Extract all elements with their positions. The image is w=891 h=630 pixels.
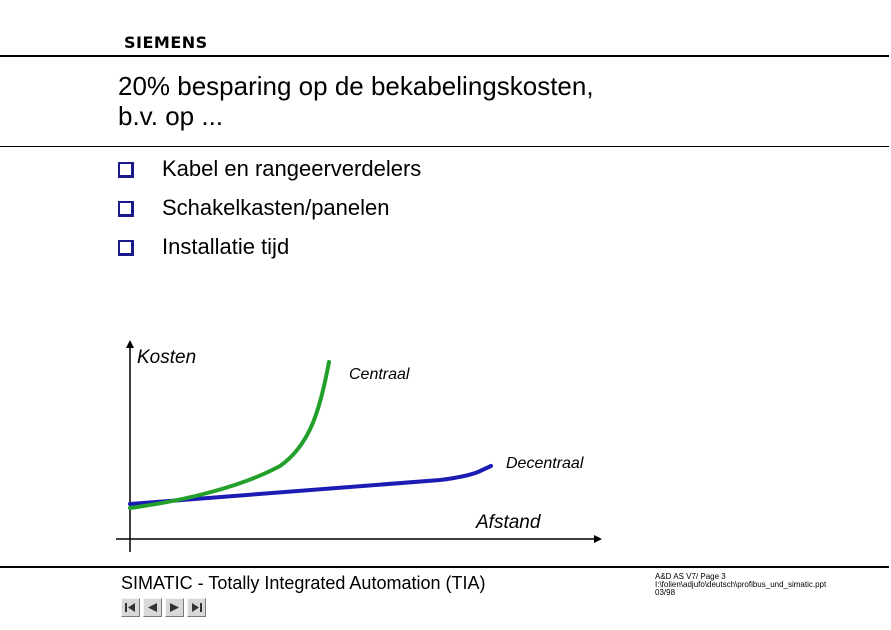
bullet-text: Installatie tijd [162, 234, 290, 259]
page-title-line-2: b.v. op ... [118, 101, 224, 131]
y-axis-label: Kosten [137, 347, 197, 368]
last-slide-button[interactable] [187, 598, 206, 617]
header-divider [0, 55, 889, 57]
decentral-curve [128, 464, 493, 506]
previous-slide-button[interactable] [143, 598, 162, 617]
page-title: 20% besparing op de bekabelingskosten, b… [118, 71, 594, 131]
decentral-curve-label: Decentraal [506, 455, 584, 472]
footer-info: A&D AS V7/ Page 3 I:\folien\adjufo\deuts… [655, 573, 826, 597]
previous-slide-icon [148, 603, 157, 612]
next-slide-button[interactable] [165, 598, 184, 617]
siemens-logo: SIEMENS [124, 33, 208, 52]
footer-divider [0, 566, 889, 568]
first-slide-icon [125, 603, 135, 612]
x-axis-label: Afstand [476, 512, 541, 533]
checkbox-bullet-icon [118, 162, 134, 178]
checkbox-bullet-icon [118, 201, 134, 217]
footer-page-info: A&D AS V7/ Page 3 [655, 572, 726, 581]
footer-file-path: I:\folien\adjufo\deutsch\profibus_und_si… [655, 580, 827, 589]
footer-title: SIMATIC - Totally Integrated Automation … [121, 573, 486, 593]
first-slide-button[interactable] [121, 598, 140, 617]
next-slide-icon [170, 603, 179, 612]
last-slide-icon [192, 603, 202, 612]
slide-navigation [121, 598, 206, 617]
central-curve-label: Centraal [349, 366, 410, 383]
bullet-text: Kabel en rangeerverdelers [162, 156, 422, 181]
checkbox-bullet-icon [118, 240, 134, 256]
central-curve [128, 360, 331, 510]
page-title-line-1: 20% besparing op de bekabelingskosten, [118, 71, 594, 101]
bullet-text: Schakelkasten/panelen [162, 195, 390, 220]
title-divider [0, 146, 889, 147]
footer-date: 03/98 [655, 588, 676, 597]
